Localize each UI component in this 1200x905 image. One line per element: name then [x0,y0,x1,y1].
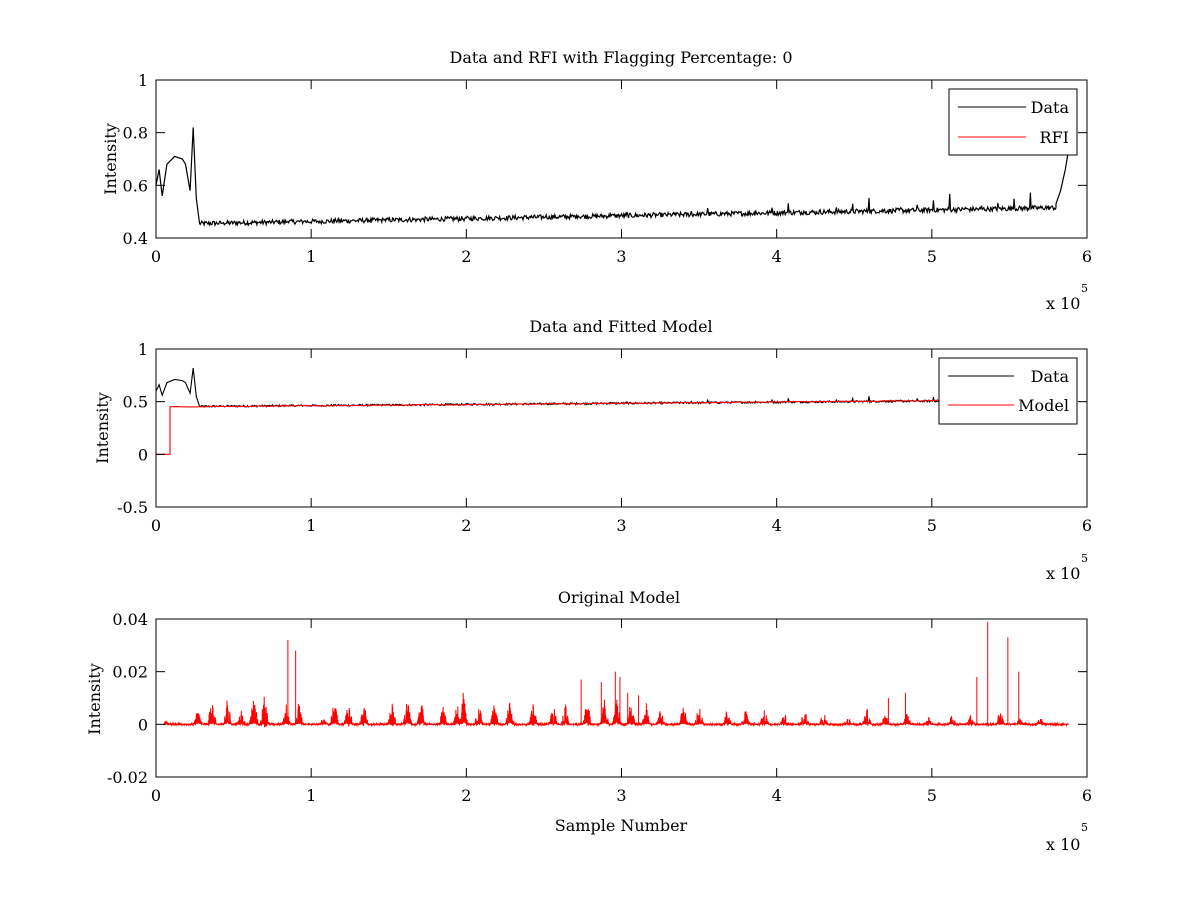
panel-1-ytick-label: 0.8 [123,124,148,143]
panel-1-xtick-label: 0 [151,247,161,266]
panel-3-x-multiplier: x 10 5 [1046,821,1088,854]
panel-2-legend-data-label: Data [1031,367,1070,386]
panel-2-ticks: 0 1 2 3 4 5 6-0.500.51 [117,340,1092,535]
panel-2-xtick-label: 4 [772,516,782,535]
panel-3-xlabel: Sample Number [555,816,688,835]
panel-3-xtick-label: 4 [772,786,782,805]
panel-1-plot-lines [155,127,1069,228]
panel-2-xtick-label: 6 [1082,516,1092,535]
panel-2-data-line [155,367,1069,408]
panel-3-xtick-label: 1 [306,786,316,805]
panel-2-ytick-label: 1 [138,340,148,359]
panel-3-model-line [163,692,1069,728]
panel-1-xtick-label: 3 [616,247,626,266]
panel-1-ytick-label: 0.6 [123,176,148,195]
panel-3-ylabel: Intensity [85,663,104,735]
panel-2-legend: Data Model [938,357,1078,425]
panel-1-legend-rfi-label: RFI [1040,128,1069,147]
panel-2-xtick-label: 2 [461,516,471,535]
panel-3-ytick-label: 0.04 [112,610,148,629]
panel-3-ytick-label: 0 [138,715,148,734]
panel-1-xtick-label: 1 [306,247,316,266]
panel-1-xtick-label: 5 [927,247,937,266]
panel-3-xtick-label: 6 [1082,786,1092,805]
panel-1-legend-data-label: Data [1031,98,1070,117]
panel-3-ytick-label: 0.02 [112,663,148,682]
panel-2: Data and Fitted Model Intensity 0 1 2 3 4 5 6 -… [93,317,1092,583]
panel-2-xtick-label: 1 [306,516,316,535]
panel-1-ylabel: Intensity [101,123,120,195]
panel-3-ytick-label: -0.02 [107,768,148,787]
panel-1-legend-box [948,88,1078,156]
panel-2-ytick-label: 0.5 [123,393,148,412]
panel-2-model-line [156,398,1064,455]
panel-2-ytick-label: 0 [138,445,148,464]
panel-3-title: Original Model [558,588,680,607]
panel-3: Original Model Intensity 0 1 2 3 4 5 6-0.0200.… [85,588,1092,854]
panel-1-xtick-label: 2 [461,247,471,266]
panel-1-xtick-label: 6 [1082,247,1092,266]
panel-2-xtick-label: 5 [927,516,937,535]
panel-1-data-line [155,127,1069,228]
panel-1-multiplier-base: x 10 [1046,294,1080,313]
panel-1-xtick-label: 4 [772,247,782,266]
panel-3-xtick-label: 2 [461,786,471,805]
panel-2-multiplier-base: x 10 [1046,564,1080,583]
panel-3-multiplier-base: x 10 [1046,835,1080,854]
panel-1-ytick-label: 1 [138,71,148,90]
panel-1-multiplier-exponent: 5 [1081,282,1088,295]
panel-3-xtick-label: 3 [616,786,626,805]
panel-2-legend-model-label: Model [1018,396,1069,415]
panel-2-xtick-label: 3 [616,516,626,535]
panel-2-multiplier-exponent: 5 [1081,552,1088,565]
panel-2-ylabel: Intensity [93,392,112,464]
panel-1-legend: Data RFI [948,88,1078,156]
panel-3-xtick-label: 5 [927,786,937,805]
panel-3-multiplier-exponent: 5 [1081,821,1088,834]
panel-2-plot-lines [155,367,1069,455]
panel-3-xtick-label: 0 [151,786,161,805]
panel-3-plot-lines [163,621,1069,728]
panel-2-xtick-label: 0 [151,516,161,535]
panel-1: Data and RFI with Flagging Percentage: 0… [101,48,1092,313]
panel-1-title: Data and RFI with Flagging Percentage: 0 [449,48,792,67]
panel-1-ticks: 0 1 2 3 4 5 6 0.4 0.6 0.8 1 [123,71,1093,266]
panel-2-ytick-label: -0.5 [117,498,148,517]
panel-1-ytick-label: 0.4 [123,229,148,248]
panel-2-title: Data and Fitted Model [529,317,712,336]
panel-2-x-multiplier: x 10 5 [1046,552,1088,583]
panel-2-legend-box [938,357,1078,425]
panel-1-x-multiplier: x 10 5 [1046,282,1088,313]
